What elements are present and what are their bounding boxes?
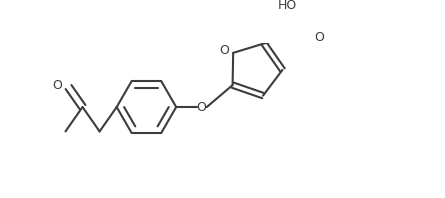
Text: O: O	[314, 31, 324, 44]
Text: HO: HO	[278, 0, 297, 12]
Text: O: O	[219, 44, 229, 57]
Text: O: O	[196, 101, 206, 113]
Text: O: O	[53, 79, 62, 92]
